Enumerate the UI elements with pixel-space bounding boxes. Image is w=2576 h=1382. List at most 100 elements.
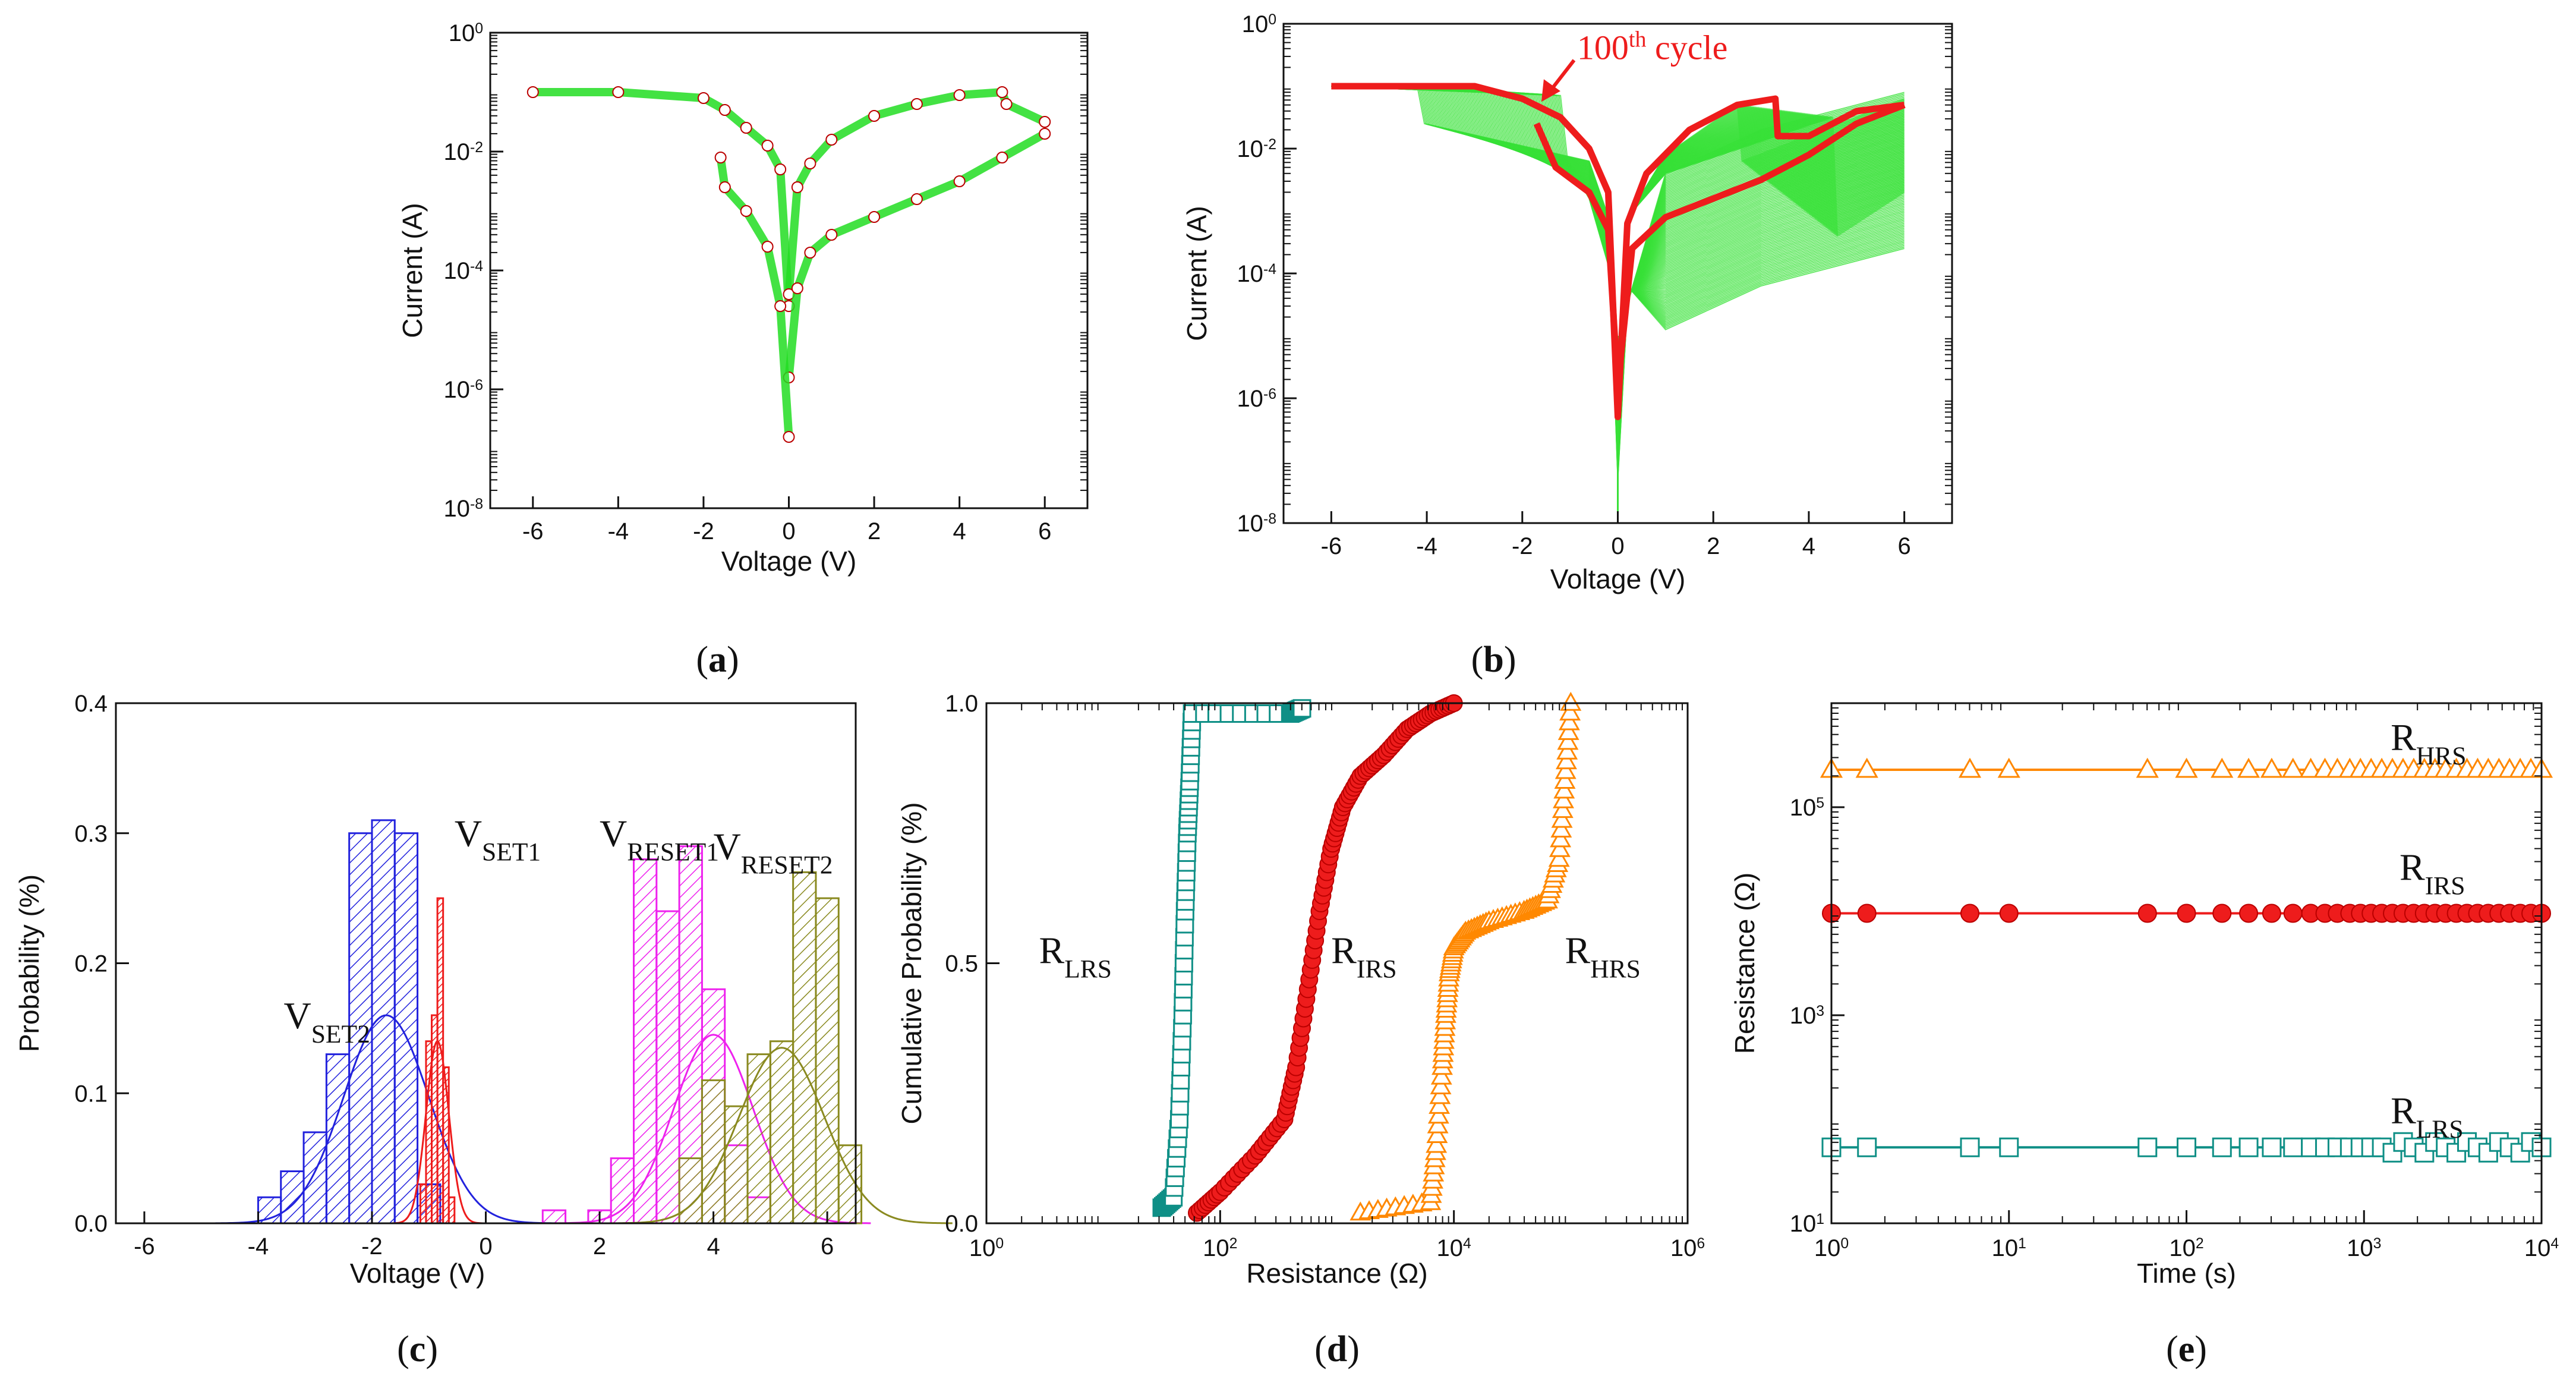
panel-e-y-tick-label-exp: 1	[1816, 1211, 1824, 1227]
panel-b-y-tick-label: 100	[1242, 11, 1276, 37]
panel-a-x-tick-label: -2	[693, 518, 714, 544]
panel-c-bar	[302, 1131, 327, 1224]
panel-c-bar	[348, 832, 373, 1224]
panel-c-label-vreset1-main: V	[600, 813, 627, 855]
panel-e-x-tick-label-base: 10	[1992, 1235, 2019, 1261]
panel-a-y-tick-label-exp: -2	[470, 140, 483, 156]
panel-e-caption-letter: e	[2178, 1329, 2195, 1370]
panel-c-x-tick-label: 4	[707, 1233, 720, 1260]
panel-e-x-tick-label-base: 10	[1814, 1235, 1841, 1261]
panel-e-point	[2177, 1137, 2196, 1157]
panel-a-point	[761, 140, 774, 152]
panel-a-y-tick-label-exp: 0	[475, 21, 483, 37]
panel-c-label-vset1-sub: SET1	[482, 838, 541, 867]
panel-d-label-rirs: RIRS	[1331, 930, 1396, 984]
panel-d-y-tick-label: 0.0	[945, 1211, 978, 1237]
panel-d-point	[1556, 740, 1578, 760]
panel-d-point	[1427, 1114, 1449, 1134]
panel-b-caption-open: (	[1471, 640, 1484, 680]
panel-b-y-tick-label-exp: -8	[1263, 511, 1276, 527]
panel-b-annotation-sup: th	[1629, 27, 1647, 52]
panel-e-point	[2262, 1137, 2282, 1157]
panel-e-point	[2137, 904, 2157, 923]
panel-e-point	[1960, 1137, 1980, 1157]
panel-e-x-tick-label-base: 10	[2169, 1235, 2196, 1261]
panel-e-point	[1958, 757, 1982, 778]
panel-b-y-tick-label-exp: 0	[1268, 12, 1276, 28]
panel-a-point	[825, 229, 838, 241]
panel-c-label-vreset2-sub: RESET2	[741, 851, 833, 880]
panel-b-annotation-arrowhead	[1541, 79, 1560, 102]
panel-c-y-tick-label: 0.4	[74, 691, 108, 717]
panel-c-label-vset1-main: V	[455, 813, 482, 855]
panel-d-caption-letter: d	[1327, 1329, 1347, 1370]
panel-a-point	[1039, 128, 1051, 140]
panel-e-label-rlrs-sub: LRS	[2416, 1115, 2464, 1144]
panel-b-y-tick-label: 10-8	[1237, 511, 1276, 537]
panel-e-point	[1999, 1137, 2019, 1157]
panel-a-caption: (a)	[696, 640, 739, 680]
panel-d-point	[1558, 711, 1580, 731]
panel-d-point	[1557, 721, 1579, 740]
panel-b-caption: (b)	[1471, 640, 1516, 680]
panel-e-label-rirs-sub: IRS	[2425, 872, 2465, 901]
panel-b-y-axis-label: Current (A)	[1181, 206, 1212, 341]
panel-d-point	[1554, 770, 1576, 789]
panel-d-point	[1553, 779, 1575, 799]
panel-b-x-tick-label: -4	[1416, 533, 1437, 559]
panel-b-annotation-base: 100	[1577, 28, 1629, 67]
panel-a-point	[1000, 98, 1013, 110]
panel-b-y-tick-label-base: 10	[1242, 11, 1269, 37]
panel-d-x-tick-label-exp: 2	[1229, 1236, 1238, 1252]
panel-d-point	[1430, 1065, 1452, 1085]
panel-d-point	[1427, 1104, 1449, 1124]
panel-e-point	[2239, 904, 2259, 923]
panel-d-point	[1430, 1075, 1452, 1095]
panel-b-caption-close: )	[1504, 640, 1516, 680]
panel-a-caption-close: )	[727, 640, 739, 680]
panel-e-x-tick-label-base: 10	[2347, 1235, 2373, 1261]
panel-a-point	[740, 122, 752, 134]
panel-a-x-tick-label: -6	[522, 518, 544, 544]
panel-d-x-tick-label-base: 10	[1437, 1235, 1464, 1261]
panel-a-x-tick-label: -4	[608, 518, 629, 544]
panel-e-y-tick-label-exp: 5	[1816, 795, 1824, 811]
panel-a-point	[783, 431, 795, 443]
panel-d-point	[1548, 848, 1570, 867]
panel-a-point	[791, 282, 803, 294]
panel-d-point	[1426, 1134, 1448, 1153]
panel-a-y-axis-label: Current (A)	[397, 203, 428, 338]
panel-d-point	[1555, 750, 1577, 770]
panel-a-point	[612, 86, 625, 98]
panel-e-point	[2212, 904, 2232, 923]
panel-c-label-vset2-main: V	[284, 994, 311, 1037]
panel-e-label-rirs: RIRS	[2400, 846, 2465, 901]
panel-b-y-tick-label-exp: -6	[1263, 386, 1276, 402]
panel-b-annotation: 100th cycle	[1577, 27, 1727, 67]
panel-a-y-tick-label-base: 10	[443, 258, 470, 284]
panel-c-caption-letter: c	[409, 1329, 426, 1370]
panel-d-caption: (d)	[1314, 1329, 1360, 1370]
panel-a-point	[868, 110, 881, 122]
panel-c-caption-open: (	[397, 1329, 409, 1370]
panel-d-point	[1550, 828, 1572, 848]
panel-d-x-tick-label: 106	[1670, 1235, 1705, 1261]
panel-d-x-tick-label-base: 10	[969, 1235, 996, 1261]
panel-d-label-rlrs-sub: LRS	[1064, 955, 1112, 984]
panel-e-label-rhrs: RHRS	[2391, 716, 2466, 770]
panel-c-bar	[746, 1053, 771, 1224]
panel-b-y-tick-label-base: 10	[1237, 386, 1263, 412]
panel-a-point	[910, 193, 923, 205]
panel-a-y-tick-label-base: 10	[449, 20, 475, 46]
panel-b-x-tick-label: -6	[1321, 533, 1342, 559]
panel-e-point	[2175, 757, 2198, 778]
panel-c: -6 -4 -2 0 2 4 6 0.0 0.1 0.2 0.3 0.4 Voltage (V) Prob…	[14, 691, 953, 1370]
panel-e-caption: (e)	[2166, 1329, 2207, 1370]
panel-e-y-tick-label: 103	[1790, 1003, 1824, 1029]
panel-a-point	[761, 241, 774, 253]
panel-d-label-rirs-main: R	[1331, 930, 1357, 972]
panel-b-y-tick-label: 10-4	[1237, 261, 1276, 287]
panel-e-point	[2211, 757, 2234, 778]
